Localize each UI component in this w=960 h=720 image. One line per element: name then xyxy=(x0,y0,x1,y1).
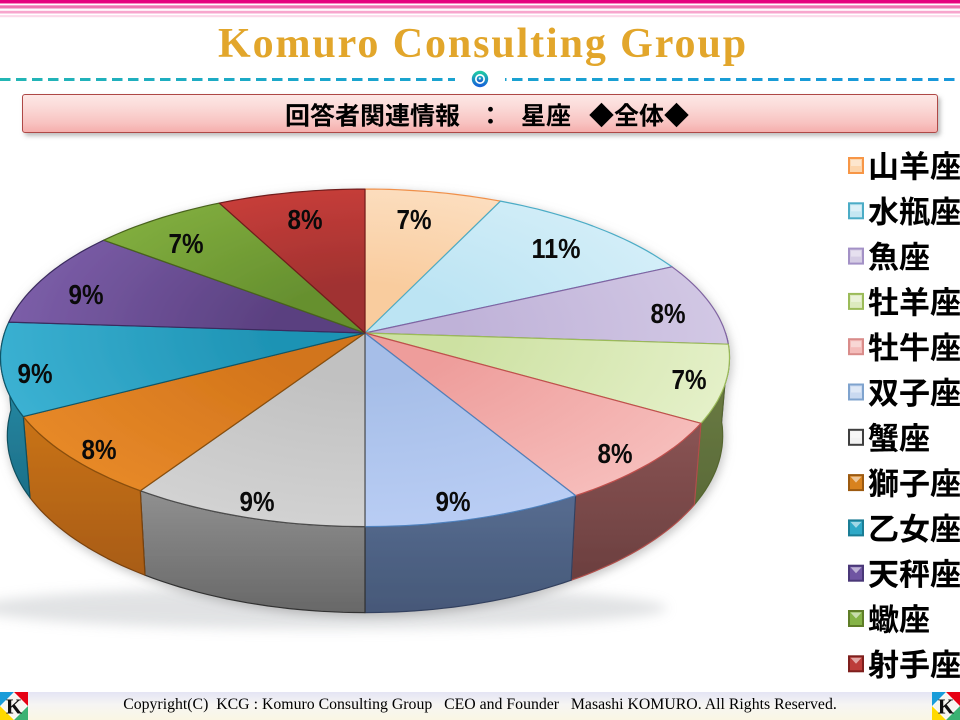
svg-text:K: K xyxy=(938,695,955,719)
svg-text:8%: 8% xyxy=(82,434,117,465)
svg-text:9%: 9% xyxy=(69,279,104,310)
svg-text:8%: 8% xyxy=(288,204,323,235)
svg-text:8%: 8% xyxy=(598,438,633,469)
svg-text:9%: 9% xyxy=(18,358,53,389)
svg-text:K: K xyxy=(6,695,23,719)
svg-text:9%: 9% xyxy=(240,486,275,517)
svg-text:11%: 11% xyxy=(532,233,581,264)
svg-text:7%: 7% xyxy=(169,228,204,259)
svg-text:7%: 7% xyxy=(397,204,432,235)
svg-text:9%: 9% xyxy=(436,486,471,517)
svg-text:7%: 7% xyxy=(672,364,707,395)
svg-text:8%: 8% xyxy=(651,298,686,329)
